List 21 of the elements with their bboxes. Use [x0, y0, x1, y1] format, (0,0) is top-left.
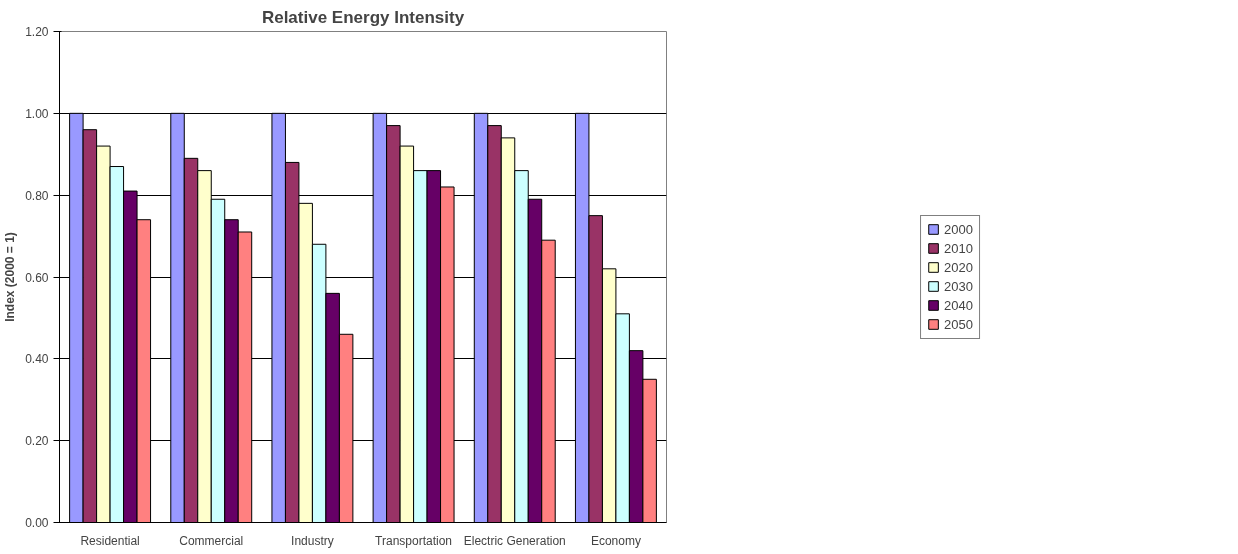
x-tick-label: Economy	[590, 533, 641, 548]
y-tick-label: 0.00	[25, 516, 49, 530]
legend-label: 2010	[944, 240, 973, 256]
legend-label: 2040	[944, 297, 973, 313]
legend-label: 2050	[944, 316, 973, 332]
y-tick-label: 1.00	[25, 106, 49, 121]
legend-label: 2000	[944, 221, 973, 237]
y-tick-label: 0.20	[25, 434, 49, 449]
y-axis-title: Index (2000 = 1)	[3, 232, 18, 322]
legend-label: 2020	[944, 259, 973, 275]
x-tick-label: Commercial	[179, 533, 244, 548]
y-tick-label: 0.40	[25, 352, 49, 367]
x-tick-label: Industry	[291, 533, 334, 548]
legend-label: 2030	[944, 278, 973, 294]
x-tick-label: Transportation	[375, 533, 453, 548]
chart-title: Relative Energy Intensity	[261, 7, 465, 27]
y-tick-label: 1.20	[25, 25, 49, 39]
y-tick-label: 0.80	[25, 188, 49, 203]
x-tick-label: Residential	[80, 533, 140, 548]
x-tick-label: Electric Generation	[463, 533, 566, 548]
y-tick-label: 0.60	[25, 270, 49, 285]
